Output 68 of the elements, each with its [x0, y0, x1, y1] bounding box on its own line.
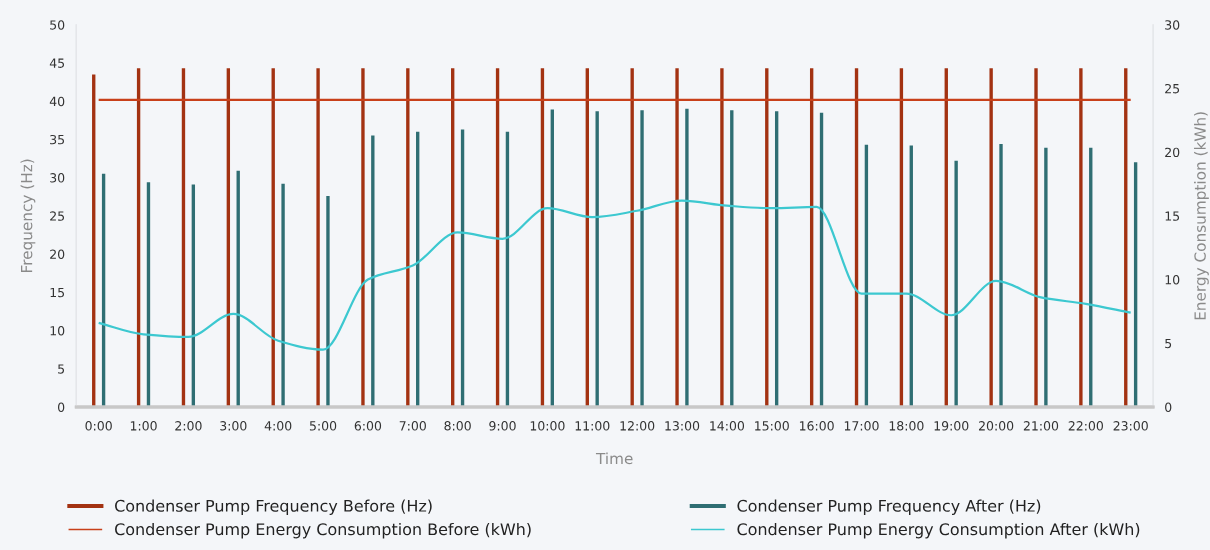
- y-tick-label: 30: [50, 173, 65, 183]
- y2-tick-label: 30: [1165, 20, 1180, 30]
- x-tick-label: 9:00: [489, 421, 516, 431]
- line-series: [97, 199, 1132, 351]
- x-tick-label: 22:00: [1068, 421, 1104, 431]
- x-tick-label: 11:00: [575, 421, 610, 431]
- y-tick-label: 40: [49, 96, 65, 107]
- bar: [326, 196, 330, 407]
- y2-tick-label: 15: [1165, 211, 1180, 221]
- y-tick-label: 35: [50, 134, 65, 145]
- x-axis-title: Time: [595, 452, 633, 465]
- x-tick-label: 5:00: [309, 421, 337, 431]
- bar: [1044, 147, 1048, 407]
- x-tick-label: 18:00: [889, 421, 924, 431]
- y-tick-label: 45: [49, 58, 65, 68]
- y2-tick-label: 5: [1165, 338, 1172, 349]
- y2-axis-title: Energy Consumption (kWh): [1194, 112, 1209, 320]
- x-tick-label: 16:00: [799, 421, 834, 431]
- legend-label: Condenser Pump Energy Consumption After (kWh): [737, 522, 1140, 539]
- bar: [361, 68, 365, 407]
- x-tick-label: 23:00: [1113, 421, 1148, 431]
- x-tick-label: 15:00: [755, 421, 789, 431]
- x-tick-label: 3:00: [220, 421, 247, 431]
- x-tick-label: 13:00: [665, 421, 700, 431]
- bar: [595, 111, 599, 407]
- x-tick-label: 7:00: [399, 421, 426, 431]
- y-tick-label: 15: [50, 287, 65, 298]
- x-tick-label: 1:00: [130, 421, 157, 431]
- legend-label: Condenser Pump Energy Consumption Before (kWh): [115, 522, 531, 539]
- bar: [1079, 68, 1083, 407]
- bar: [640, 110, 644, 407]
- y-tick-label: 50: [50, 20, 65, 30]
- bar: [954, 160, 958, 407]
- bar: [720, 68, 724, 407]
- y2-tick-label: 0: [1165, 402, 1172, 412]
- x-tick-label: 20:00: [978, 421, 1014, 431]
- x-tick-label: 10:00: [530, 421, 565, 431]
- x-tick-label: 0:00: [85, 421, 112, 431]
- bar: [281, 183, 285, 407]
- y-tick-label: 0: [57, 402, 65, 412]
- y2-tick-label: 20: [1165, 147, 1180, 158]
- x-tick-label: 12:00: [620, 421, 655, 431]
- bar: [999, 144, 1003, 407]
- x-tick-label: 21:00: [1023, 421, 1059, 431]
- bar: [675, 68, 679, 407]
- x-tick-label: 19:00: [934, 421, 969, 431]
- x-tick-label: 4:00: [264, 421, 292, 431]
- y-tick-label: 10: [50, 326, 65, 336]
- y2-tick-label: 10: [1165, 275, 1180, 285]
- legend-label: Condenser Pump Frequency After (Hz): [737, 499, 1041, 515]
- bar: [630, 68, 634, 407]
- y-tick-label: 20: [50, 249, 65, 260]
- bar: [371, 135, 375, 407]
- bar: [685, 108, 689, 407]
- x-tick-label: 14:00: [710, 421, 745, 431]
- x-tick-label: 2:00: [175, 421, 202, 431]
- y-tick-label: 5: [58, 364, 65, 374]
- x-tick-label: 17:00: [844, 421, 879, 431]
- bar: [316, 68, 320, 407]
- bar: [406, 68, 410, 407]
- y-axis-title: Frequency (Hz): [20, 159, 36, 272]
- bar: [989, 68, 993, 407]
- x-tick-label: 8:00: [444, 421, 471, 431]
- bar: [1034, 68, 1038, 407]
- x-tick-label: 6:00: [354, 421, 382, 431]
- legend-label: Condenser Pump Frequency Before (Hz): [115, 499, 432, 515]
- y2-tick-label: 25: [1165, 83, 1180, 94]
- y-tick-label: 25: [50, 211, 65, 221]
